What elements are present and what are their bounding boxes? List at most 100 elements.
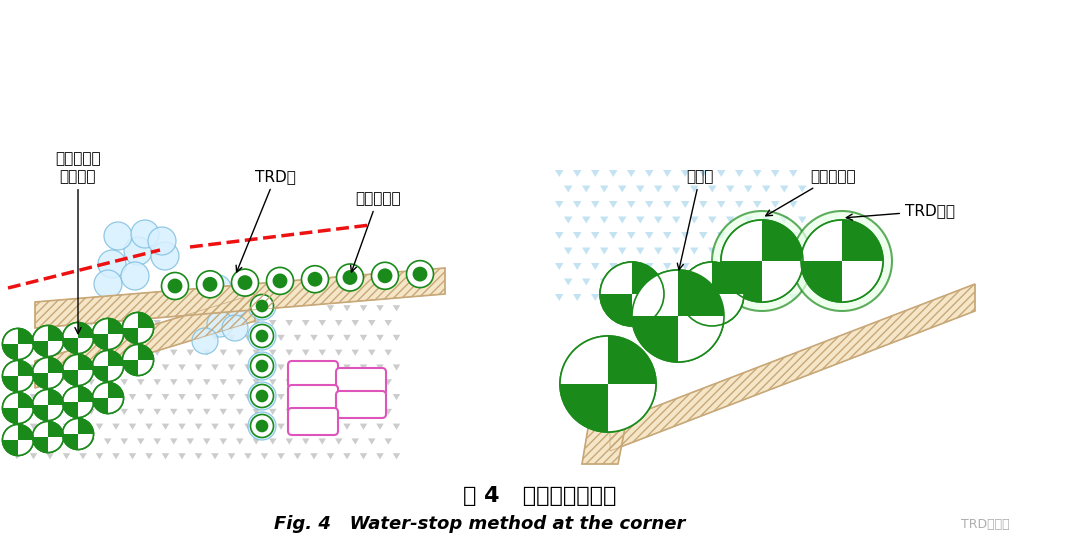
- Circle shape: [248, 382, 276, 410]
- Polygon shape: [145, 424, 152, 430]
- Polygon shape: [129, 364, 136, 371]
- FancyBboxPatch shape: [288, 408, 338, 435]
- Polygon shape: [690, 186, 699, 193]
- Polygon shape: [376, 335, 383, 341]
- Circle shape: [63, 387, 94, 418]
- Circle shape: [162, 272, 189, 300]
- Polygon shape: [294, 335, 301, 341]
- Polygon shape: [46, 335, 54, 341]
- Polygon shape: [121, 438, 129, 444]
- Polygon shape: [393, 335, 401, 341]
- Polygon shape: [618, 217, 626, 223]
- Polygon shape: [145, 364, 152, 371]
- Polygon shape: [46, 453, 54, 459]
- Polygon shape: [564, 186, 572, 193]
- Polygon shape: [789, 170, 797, 177]
- Polygon shape: [121, 409, 129, 415]
- Circle shape: [231, 269, 258, 296]
- Polygon shape: [343, 305, 351, 311]
- Polygon shape: [335, 379, 342, 385]
- Circle shape: [151, 242, 179, 270]
- Polygon shape: [178, 394, 186, 400]
- Polygon shape: [228, 335, 235, 341]
- Polygon shape: [302, 379, 310, 385]
- Polygon shape: [35, 268, 445, 328]
- Wedge shape: [48, 358, 64, 373]
- Wedge shape: [2, 393, 18, 408]
- Wedge shape: [18, 424, 33, 440]
- Circle shape: [32, 325, 64, 357]
- Polygon shape: [699, 170, 707, 177]
- Polygon shape: [582, 247, 591, 254]
- Polygon shape: [244, 394, 252, 400]
- Polygon shape: [335, 409, 342, 415]
- Polygon shape: [310, 364, 318, 371]
- Wedge shape: [2, 408, 18, 424]
- Polygon shape: [269, 438, 276, 444]
- Circle shape: [63, 418, 94, 449]
- Wedge shape: [18, 360, 33, 376]
- Polygon shape: [672, 278, 680, 286]
- Polygon shape: [327, 424, 334, 430]
- Polygon shape: [5, 438, 13, 444]
- Polygon shape: [744, 278, 753, 286]
- Polygon shape: [753, 263, 761, 270]
- Polygon shape: [789, 201, 797, 208]
- Circle shape: [337, 264, 364, 291]
- Circle shape: [680, 262, 744, 326]
- Polygon shape: [368, 409, 376, 415]
- Polygon shape: [302, 320, 310, 326]
- Polygon shape: [212, 394, 219, 400]
- Polygon shape: [573, 294, 581, 301]
- Wedge shape: [600, 294, 632, 326]
- Wedge shape: [63, 323, 78, 338]
- Polygon shape: [112, 335, 120, 341]
- Circle shape: [413, 266, 428, 282]
- Polygon shape: [335, 320, 342, 326]
- Text: 围护桩: 围护桩: [677, 169, 714, 270]
- Polygon shape: [618, 278, 626, 286]
- Polygon shape: [203, 320, 211, 326]
- Polygon shape: [228, 453, 235, 459]
- Polygon shape: [343, 364, 351, 371]
- Polygon shape: [690, 247, 699, 254]
- Polygon shape: [260, 364, 268, 371]
- Polygon shape: [194, 394, 202, 400]
- Polygon shape: [253, 320, 260, 326]
- Polygon shape: [79, 453, 86, 459]
- Wedge shape: [78, 323, 94, 338]
- Polygon shape: [780, 186, 788, 193]
- Circle shape: [122, 312, 153, 343]
- Polygon shape: [46, 364, 54, 371]
- Circle shape: [32, 422, 64, 453]
- Polygon shape: [129, 453, 136, 459]
- Polygon shape: [726, 186, 734, 193]
- Circle shape: [2, 329, 33, 359]
- Polygon shape: [376, 394, 383, 400]
- Polygon shape: [112, 394, 120, 400]
- Polygon shape: [393, 305, 401, 311]
- Polygon shape: [591, 294, 599, 301]
- Polygon shape: [30, 394, 37, 400]
- Polygon shape: [145, 335, 152, 341]
- Polygon shape: [708, 217, 716, 223]
- Circle shape: [2, 393, 33, 424]
- Polygon shape: [735, 294, 743, 301]
- Polygon shape: [54, 379, 62, 385]
- Polygon shape: [762, 278, 770, 286]
- Polygon shape: [145, 394, 152, 400]
- Polygon shape: [360, 335, 367, 341]
- Polygon shape: [654, 186, 662, 193]
- Circle shape: [801, 220, 883, 302]
- Polygon shape: [564, 217, 572, 223]
- FancyBboxPatch shape: [288, 385, 338, 412]
- Polygon shape: [690, 217, 699, 223]
- Polygon shape: [600, 217, 608, 223]
- Circle shape: [2, 360, 33, 391]
- Polygon shape: [212, 335, 219, 341]
- Text: TRD止水: TRD止水: [847, 204, 955, 220]
- Polygon shape: [285, 438, 293, 444]
- Polygon shape: [609, 170, 618, 177]
- Polygon shape: [194, 453, 202, 459]
- Polygon shape: [699, 201, 707, 208]
